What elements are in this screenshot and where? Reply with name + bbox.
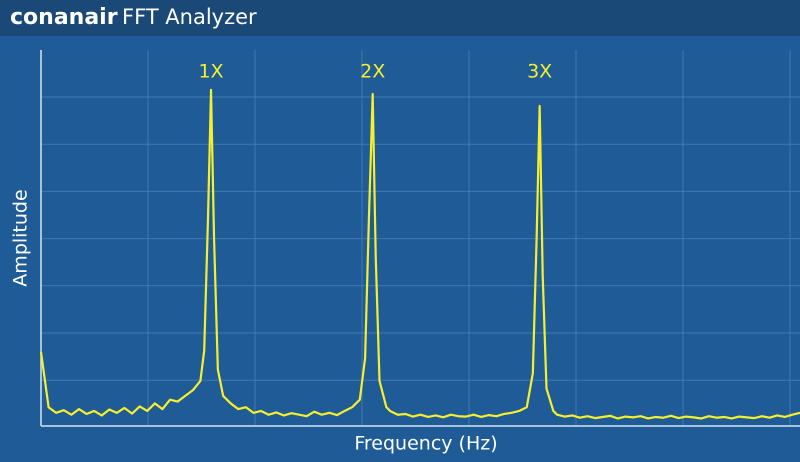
brand: conanair <box>10 5 118 30</box>
grid <box>41 50 800 426</box>
y-axis-label: Amplitude <box>10 189 32 286</box>
peak-label: 1X <box>198 61 223 83</box>
peak-label: 3X <box>527 61 552 83</box>
peak-label: 2X <box>360 61 385 83</box>
header-bar <box>0 0 800 36</box>
spectrum-line <box>39 88 800 420</box>
app-title: FFT Analyzer <box>122 5 257 29</box>
x-axis-label: Frequency (Hz) <box>354 433 497 455</box>
